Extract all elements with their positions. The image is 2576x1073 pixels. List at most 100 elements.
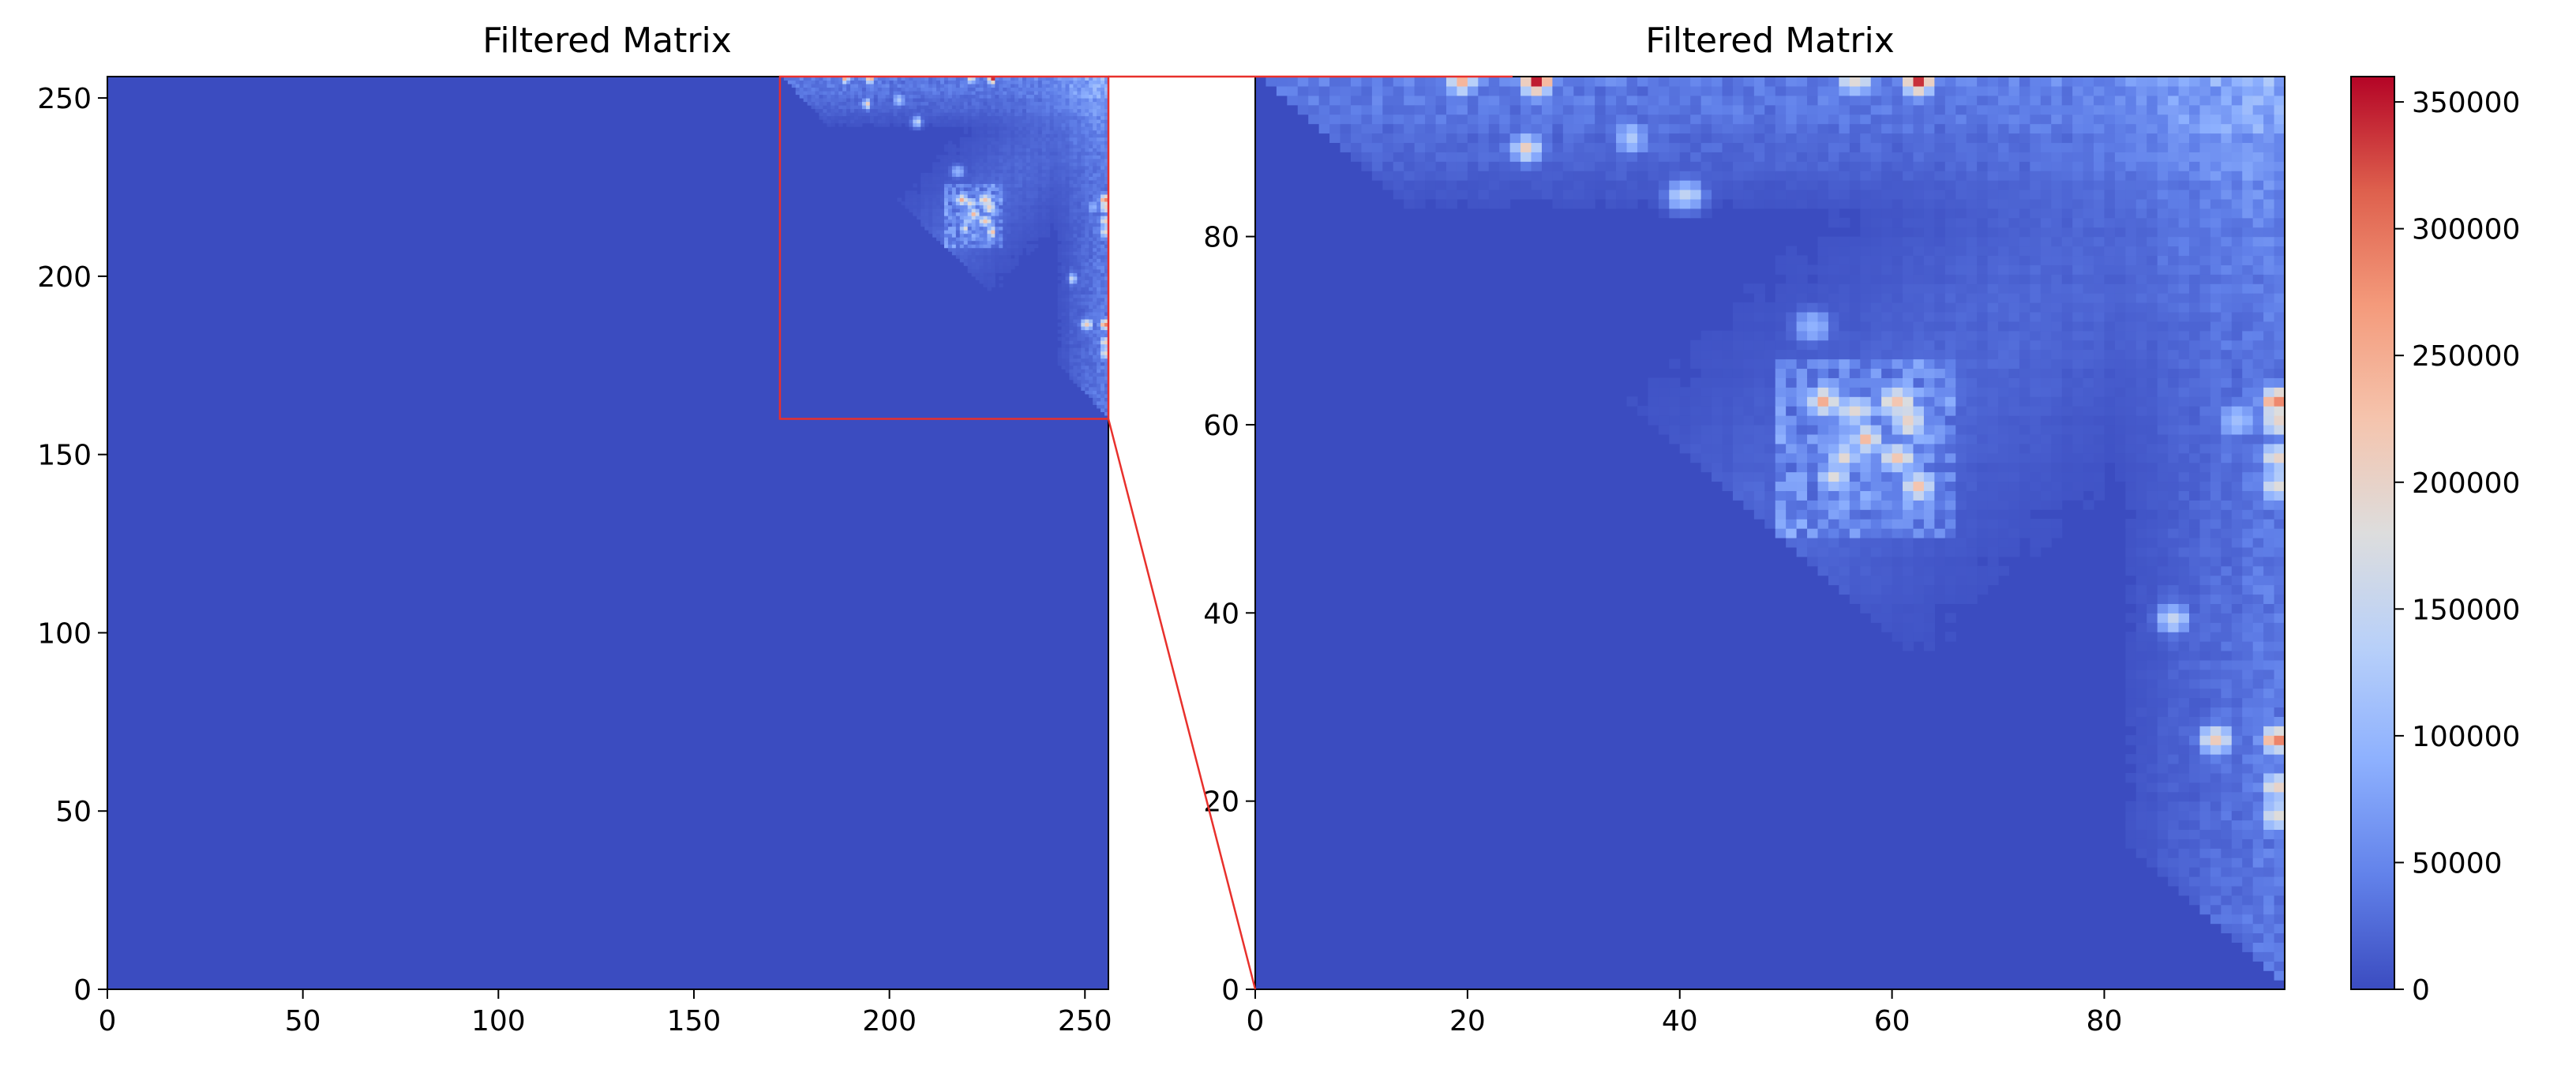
heatmap-cell (979, 126, 984, 131)
heatmap-cell (947, 186, 953, 191)
heatmap-cell (991, 158, 996, 163)
heatmap-cell (1007, 179, 1011, 184)
heatmap-cell (1732, 377, 1744, 388)
heatmap-cell (1764, 415, 1776, 426)
heatmap-cell (1881, 556, 1893, 567)
heatmap-cell (963, 204, 969, 209)
heatmap-cell (1807, 387, 1819, 397)
heatmap-cell (1934, 152, 1946, 162)
heatmap-cell (1892, 471, 1903, 482)
heatmap-cell (909, 197, 913, 202)
heatmap-cell (1081, 155, 1086, 159)
heatmap-cell (1839, 246, 1850, 257)
heatmap-cell (1014, 176, 1019, 181)
heatmap-cell (1053, 208, 1059, 213)
heatmap-cell (1870, 406, 1882, 416)
heatmap-cell (967, 155, 973, 159)
heatmap-cell (1093, 351, 1097, 355)
heatmap-cell (1014, 204, 1019, 209)
heatmap-cell (1011, 122, 1015, 127)
heatmap-cell (1605, 114, 1617, 125)
heatmap-cell (1944, 368, 1956, 378)
heatmap-cell (967, 179, 973, 184)
heatmap-cell (1033, 226, 1039, 231)
heatmap-cell (991, 101, 996, 106)
heatmap-cell (909, 87, 913, 92)
heatmap-cell (1552, 95, 1564, 106)
heatmap-cell (963, 91, 969, 96)
heatmap-cell (995, 247, 999, 252)
heatmap-cell (1041, 197, 1047, 202)
heatmap-cell (893, 77, 898, 81)
heatmap-cell (913, 201, 917, 206)
heatmap-cell (1057, 201, 1063, 206)
heatmap-cell (1753, 330, 1765, 341)
heatmap-cell (1014, 172, 1019, 177)
heatmap-cell (1903, 85, 1914, 96)
heatmap-cell (975, 204, 981, 209)
heatmap-cell (1807, 500, 1819, 510)
heatmap-cell (1065, 336, 1070, 341)
heatmap-cell (987, 122, 992, 127)
heatmap-cell (1796, 152, 1808, 162)
heatmap-cell (1085, 305, 1089, 310)
heatmap-cell (928, 186, 933, 191)
heatmap-cell (1061, 155, 1067, 159)
heatmap-cell (1903, 519, 1914, 529)
heatmap-cell (1903, 546, 1914, 557)
heatmap-cell (1595, 171, 1607, 181)
heatmap-cell (1057, 194, 1063, 199)
heatmap-cell (959, 101, 965, 106)
heatmap-cell (979, 258, 984, 263)
heatmap-cell (1786, 283, 1798, 294)
heatmap-cell (1616, 171, 1628, 181)
heatmap-cell (889, 91, 894, 96)
heatmap-cell (1065, 212, 1070, 216)
heatmap-cell (1097, 383, 1101, 388)
heatmap-cell (1049, 190, 1055, 195)
heatmap-cell (932, 115, 937, 120)
heatmap-cell (1658, 161, 1670, 171)
heatmap-cell (1085, 91, 1089, 96)
heatmap-cell (842, 94, 847, 99)
heatmap-cell (1393, 95, 1404, 106)
heatmap-cell (1722, 340, 1734, 351)
heatmap-cell (1081, 133, 1086, 138)
heatmap-cell (1626, 180, 1638, 190)
heatmap-cell (1903, 123, 1914, 134)
heatmap-cell (971, 126, 977, 131)
heatmap-cell (959, 258, 965, 263)
heatmap-cell (1081, 240, 1086, 245)
heatmap-cell (1637, 77, 1648, 87)
heatmap-cell (1445, 161, 1458, 171)
heatmap-cell (842, 80, 847, 84)
heatmap-cell (1892, 396, 1903, 407)
heatmap-cell (1065, 204, 1070, 209)
heatmap-cell (1097, 244, 1101, 249)
heatmap-cell (858, 91, 863, 96)
heatmap-cell (1648, 396, 1659, 407)
heatmap-cell (1049, 129, 1055, 134)
heatmap-cell (932, 176, 937, 181)
heatmap-cell (1669, 377, 1681, 388)
heatmap-cell (1786, 264, 1798, 275)
heatmap-cell (1093, 219, 1097, 223)
heatmap-cell (1033, 77, 1039, 81)
heatmap-cell (1700, 189, 1712, 200)
heatmap-cell (1077, 122, 1082, 127)
heatmap-cell (943, 84, 949, 88)
heatmap-cell (1065, 233, 1070, 238)
heatmap-cell (951, 165, 957, 170)
heatmap-cell (1077, 216, 1082, 220)
heatmap-cell (1057, 312, 1063, 317)
heatmap-cell (1037, 144, 1043, 148)
heatmap-cell (1101, 108, 1105, 113)
heatmap-cell (1700, 452, 1712, 463)
heatmap-cell (1045, 176, 1051, 181)
heatmap-cell (1077, 133, 1082, 138)
heatmap-cell (917, 122, 921, 127)
heatmap-cell (924, 194, 929, 199)
heatmap-cell (1093, 329, 1097, 334)
heatmap-cell (1089, 336, 1093, 341)
heatmap-cell (1003, 226, 1007, 231)
